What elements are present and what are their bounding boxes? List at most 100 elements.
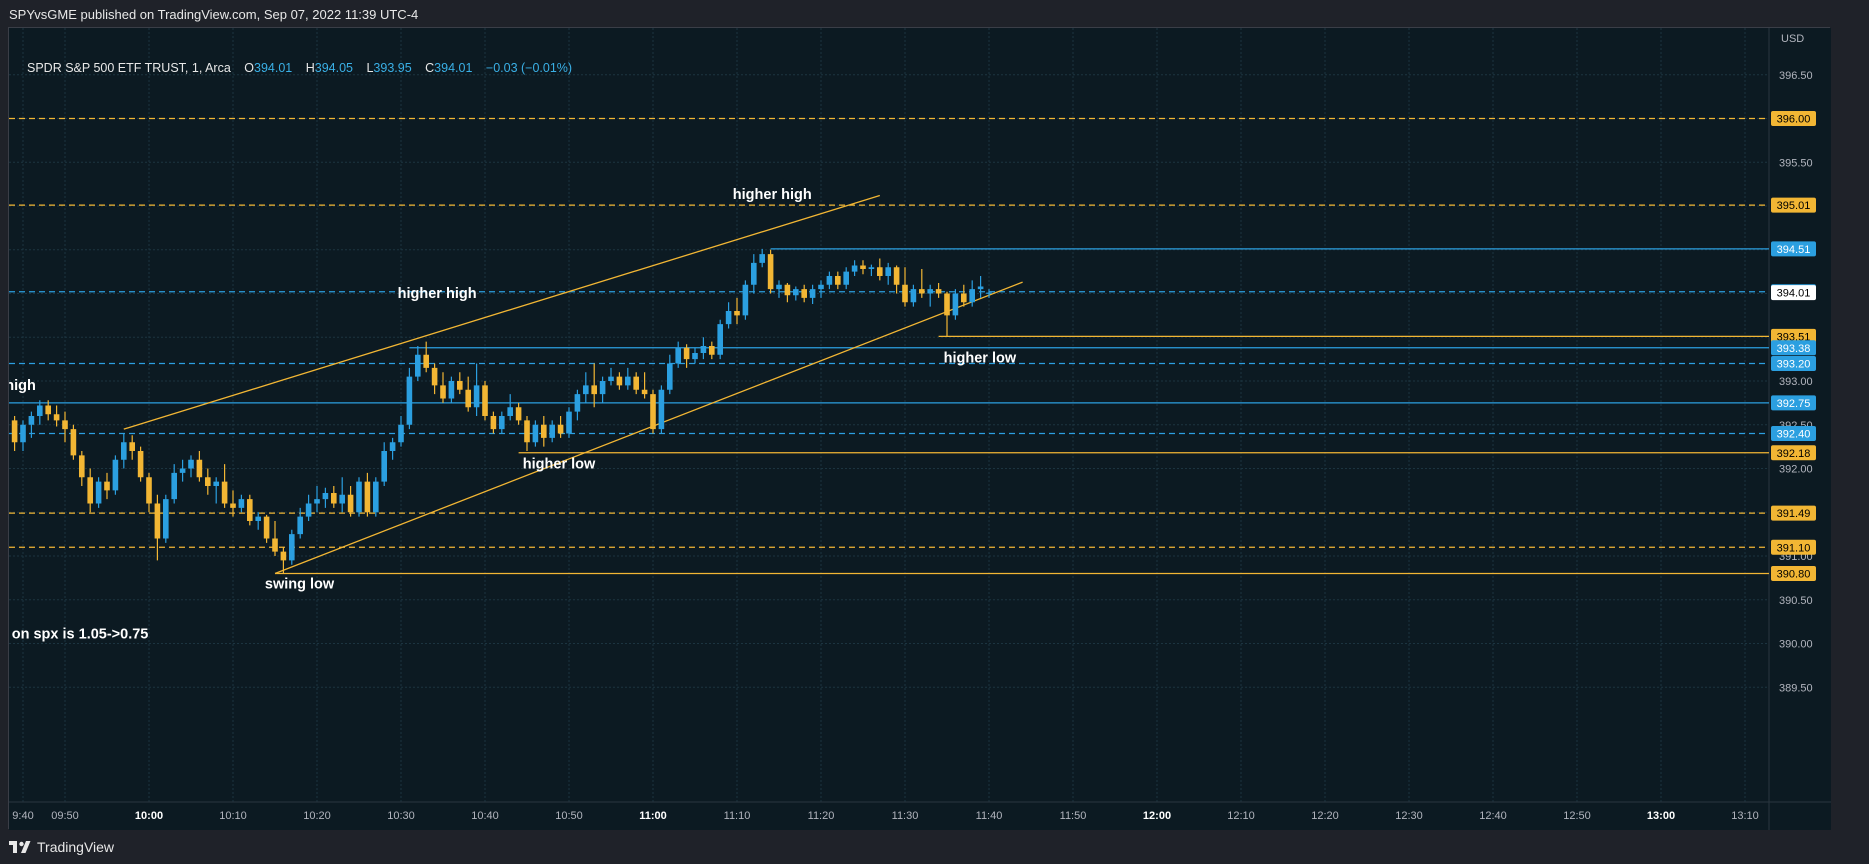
time-tick-label: 10:50 bbox=[555, 810, 583, 822]
chart-frame[interactable]: ng high higher high higher high swing low hi… bbox=[8, 27, 1831, 830]
candle-body bbox=[11, 420, 18, 443]
candle-body bbox=[616, 376, 623, 386]
candle bbox=[79, 451, 85, 486]
trendline-channel-lower bbox=[274, 281, 1023, 575]
time-tick-label: 13:00 bbox=[1647, 810, 1675, 822]
candle bbox=[969, 280, 975, 307]
price-tag-394-01: 394.01 bbox=[1771, 285, 1816, 301]
candle bbox=[490, 411, 497, 434]
low-label: L bbox=[366, 61, 374, 75]
price-tag-text: 391.49 bbox=[1777, 508, 1811, 520]
candle bbox=[843, 267, 849, 290]
candle-body bbox=[423, 354, 429, 368]
candle-body bbox=[364, 481, 371, 513]
price-tick-label: 392.00 bbox=[1779, 464, 1813, 476]
candle-body bbox=[305, 503, 312, 517]
candle-body bbox=[238, 499, 245, 508]
ohlc-legend: SPDR S&P 500 ETF TRUST, 1, Arca O394.01 … bbox=[27, 61, 572, 75]
candle-body bbox=[95, 481, 102, 504]
time-tick-label: 13:10 bbox=[1731, 810, 1759, 822]
candles bbox=[11, 248, 992, 574]
candle bbox=[263, 514, 270, 543]
grid-lines bbox=[9, 28, 1769, 802]
price-tag-393-20: 393.20 bbox=[1771, 356, 1816, 371]
candle-body bbox=[457, 381, 463, 390]
candle bbox=[725, 302, 732, 329]
price-chart[interactable]: ng high higher high higher high swing low hi… bbox=[9, 28, 1831, 830]
candle bbox=[221, 464, 228, 508]
candle-body bbox=[910, 289, 917, 303]
candle-body bbox=[557, 424, 564, 434]
candle-body bbox=[347, 494, 354, 513]
time-tick-label: 12:40 bbox=[1479, 810, 1507, 822]
candle-body bbox=[154, 503, 161, 539]
candle bbox=[423, 341, 429, 373]
candle-body bbox=[952, 293, 959, 316]
candle-body bbox=[389, 442, 396, 451]
candle bbox=[482, 381, 488, 421]
price-axis: USD396.50395.50393.00392.50392.00391.003… bbox=[1771, 33, 1816, 694]
time-tick-label: 11:50 bbox=[1060, 810, 1087, 822]
candle bbox=[431, 363, 438, 395]
candle bbox=[784, 283, 791, 303]
candle bbox=[574, 389, 581, 421]
time-tick-label: 10:10 bbox=[219, 810, 247, 822]
candle bbox=[692, 347, 698, 364]
candle bbox=[314, 486, 320, 513]
candle-body bbox=[700, 346, 707, 353]
annotations: ng high higher high higher high swing low hi… bbox=[9, 187, 1017, 642]
annotation-label: higher low bbox=[944, 351, 1017, 367]
price-tag-text: 395.01 bbox=[1777, 200, 1811, 212]
candle bbox=[499, 411, 505, 434]
candle-body bbox=[87, 477, 93, 504]
price-tag-box bbox=[1771, 395, 1816, 411]
candle-body bbox=[961, 293, 967, 303]
candle-body bbox=[549, 424, 555, 438]
candle bbox=[473, 363, 480, 416]
candle bbox=[608, 367, 614, 386]
annotation-label: higher low bbox=[523, 457, 596, 473]
candle bbox=[557, 416, 564, 438]
candle-body bbox=[499, 416, 505, 430]
high-label: H bbox=[305, 61, 315, 75]
price-tag-box bbox=[1771, 285, 1816, 301]
time-tick-label: 10:20 bbox=[303, 810, 331, 822]
candle-body bbox=[599, 381, 606, 395]
price-tick-label: 396.50 bbox=[1779, 70, 1813, 82]
candle-body bbox=[431, 367, 438, 386]
candle bbox=[179, 459, 186, 482]
candle bbox=[742, 280, 749, 320]
candle bbox=[196, 451, 203, 482]
candle bbox=[331, 486, 337, 508]
price-tag-text: 393.38 bbox=[1777, 343, 1811, 355]
tradingview-logo[interactable]: TradingView bbox=[9, 839, 114, 855]
candle bbox=[272, 521, 278, 556]
candle-body bbox=[415, 354, 421, 377]
candle bbox=[364, 472, 371, 517]
candle-body bbox=[230, 503, 236, 508]
candle bbox=[230, 490, 236, 517]
publish-header: SPYvsGME published on TradingView.com, S… bbox=[0, 0, 1869, 29]
candle bbox=[112, 455, 119, 495]
price-tick-label: 390.00 bbox=[1779, 639, 1813, 651]
candle-body bbox=[20, 424, 26, 443]
candle bbox=[927, 284, 933, 307]
candle-body bbox=[667, 363, 673, 390]
candle-body bbox=[121, 442, 127, 460]
candle bbox=[440, 372, 446, 403]
price-tick-label: 395.50 bbox=[1779, 157, 1813, 169]
price-tag-text: 392.40 bbox=[1777, 429, 1811, 441]
candle bbox=[389, 437, 396, 460]
candle bbox=[541, 416, 547, 447]
candle bbox=[53, 405, 60, 427]
time-tick-label: 11:00 bbox=[639, 810, 667, 822]
candle bbox=[415, 346, 421, 381]
time-tick-label: 12:00 bbox=[1143, 810, 1171, 822]
candle-body bbox=[129, 442, 135, 451]
candle bbox=[171, 464, 177, 504]
candle-body bbox=[532, 424, 539, 443]
candle bbox=[658, 385, 665, 434]
price-tag-text: 391.10 bbox=[1777, 542, 1811, 554]
candle bbox=[87, 468, 93, 513]
time-tick-label: 10:40 bbox=[471, 810, 499, 822]
